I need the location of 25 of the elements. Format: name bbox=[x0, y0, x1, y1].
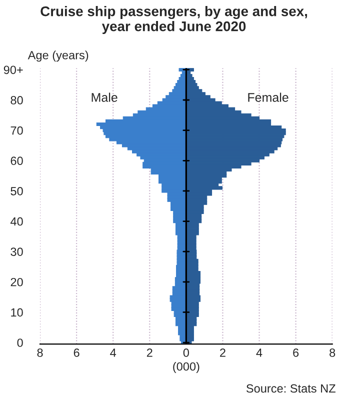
y-tick-label: 20 bbox=[10, 278, 23, 286]
x-tick-label: 2 bbox=[220, 348, 226, 357]
chart-title: Cruise ship passengers, by age and sex, year ended June 2020 bbox=[40, 6, 308, 34]
y-tick-label: 80 bbox=[10, 96, 23, 104]
series-label: Female bbox=[248, 92, 288, 102]
x-tick-label: 4 bbox=[110, 348, 116, 357]
y-tick-label: 90+ bbox=[4, 66, 23, 74]
y-tick-label: 70 bbox=[10, 126, 23, 135]
y-axis-title: Age (years) bbox=[28, 50, 88, 62]
x-axis-title: (000) bbox=[173, 362, 200, 374]
x-tick-label: 0 bbox=[183, 348, 189, 357]
y-tick-label: 40 bbox=[10, 217, 23, 226]
x-tick-label: 6 bbox=[74, 348, 80, 357]
y-tick-label: 10 bbox=[11, 308, 23, 317]
y-tick-label: 60 bbox=[10, 156, 23, 166]
source-note: Source: Stats NZ bbox=[246, 384, 336, 393]
series-label: Male bbox=[92, 92, 118, 102]
x-tick-label: 8 bbox=[37, 348, 43, 357]
x-tick-label: 2 bbox=[146, 348, 152, 357]
x-tick-label: 8 bbox=[330, 348, 336, 357]
y-tick-label: 0 bbox=[17, 338, 23, 347]
y-tick-label: 50 bbox=[10, 186, 23, 196]
x-tick-label: 4 bbox=[256, 348, 262, 357]
y-tick-label: 30 bbox=[10, 248, 23, 256]
x-tick-label: 6 bbox=[293, 348, 299, 357]
